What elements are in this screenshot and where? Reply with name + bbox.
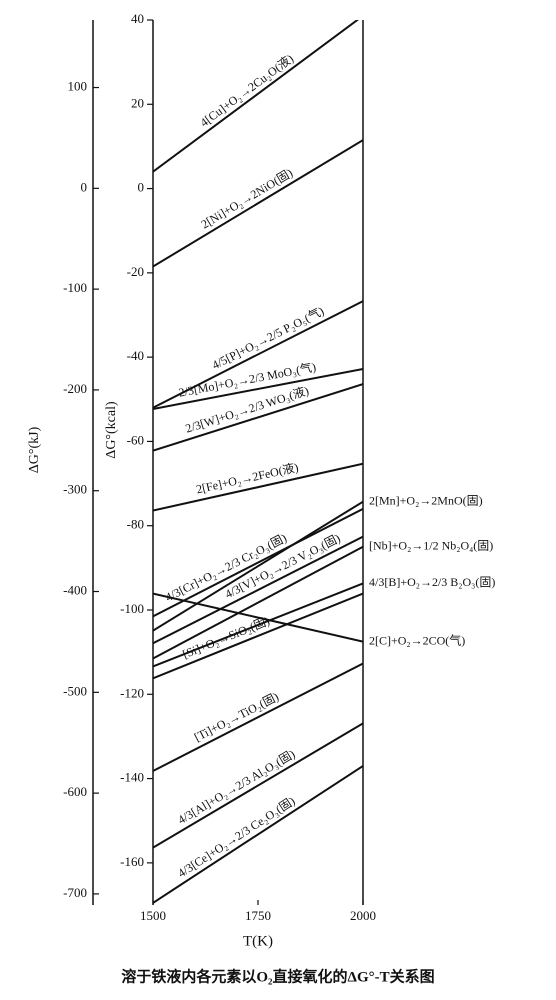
y-tick-label: 40 bbox=[131, 11, 144, 26]
y-tick-label: -20 bbox=[127, 264, 144, 279]
y-tick-label: -40 bbox=[127, 348, 144, 363]
data-line bbox=[153, 507, 363, 618]
y-tick-label: -60 bbox=[127, 432, 144, 447]
data-line bbox=[153, 545, 363, 660]
y2-tick-label: -700 bbox=[63, 885, 87, 900]
data-line bbox=[153, 462, 363, 512]
y2-tick-label: -600 bbox=[63, 784, 87, 799]
y2-tick-label: -200 bbox=[63, 381, 87, 396]
y2-axis-title: ΔG°(kJ) bbox=[27, 426, 42, 473]
x-tick-label: 2000 bbox=[350, 908, 376, 923]
data-line bbox=[153, 20, 360, 173]
y2-tick-label: -100 bbox=[63, 280, 87, 295]
y2-tick-label: -400 bbox=[63, 583, 87, 598]
data-line bbox=[153, 367, 363, 410]
y-tick-label: -100 bbox=[120, 601, 144, 616]
data-line bbox=[153, 300, 363, 409]
x-axis-title: T(K) bbox=[243, 933, 273, 949]
y2-tick-label: 0 bbox=[81, 179, 88, 194]
line-label: [Ti]+O₂→TiO₂(固) bbox=[192, 689, 281, 744]
y-tick-label: -160 bbox=[120, 854, 144, 869]
line-label: [Nb]+O₂→1/2 Nb₂O₄(固) bbox=[369, 539, 493, 553]
line-label: 2[Fe]+O₂→2FeO(液) bbox=[195, 459, 300, 496]
data-line bbox=[153, 500, 363, 632]
data-line bbox=[153, 765, 363, 904]
y2-tick-label: -300 bbox=[63, 482, 87, 497]
y-tick-label: 0 bbox=[138, 180, 145, 195]
y-axis-title: ΔG°(kcal) bbox=[104, 401, 119, 459]
data-line bbox=[153, 592, 363, 680]
data-line bbox=[153, 582, 363, 668]
y2-tick-label: -500 bbox=[63, 683, 87, 698]
data-line bbox=[153, 592, 363, 643]
line-label: 2[Mn]+O₂→2MnO(固) bbox=[369, 493, 483, 507]
line-label: 4[Cu]+O₂→2Cu₂O(液) bbox=[197, 51, 296, 130]
data-line bbox=[153, 722, 363, 849]
y-tick-label: -140 bbox=[120, 770, 144, 785]
line-label: 2[Ni]+O₂→2NiO(固) bbox=[199, 166, 296, 232]
data-line bbox=[153, 662, 363, 772]
line-label: 2[C]+O₂→2CO(气) bbox=[369, 632, 465, 647]
line-label: 4/3[B]+O₂→2/3 B₂O₃(固) bbox=[369, 575, 495, 589]
caption: 溶于铁液内各元素以O₂直接氧化的ΔG°-T关系图 bbox=[121, 967, 434, 985]
x-tick-label: 1750 bbox=[245, 908, 271, 923]
y-tick-label: 20 bbox=[131, 95, 144, 110]
data-line bbox=[153, 383, 363, 452]
y-tick-label: -120 bbox=[120, 685, 144, 700]
data-line bbox=[153, 535, 363, 645]
x-tick-label: 1500 bbox=[140, 908, 166, 923]
y-tick-label: -80 bbox=[127, 517, 144, 532]
data-line bbox=[153, 139, 363, 268]
y2-tick-label: 100 bbox=[68, 79, 88, 94]
